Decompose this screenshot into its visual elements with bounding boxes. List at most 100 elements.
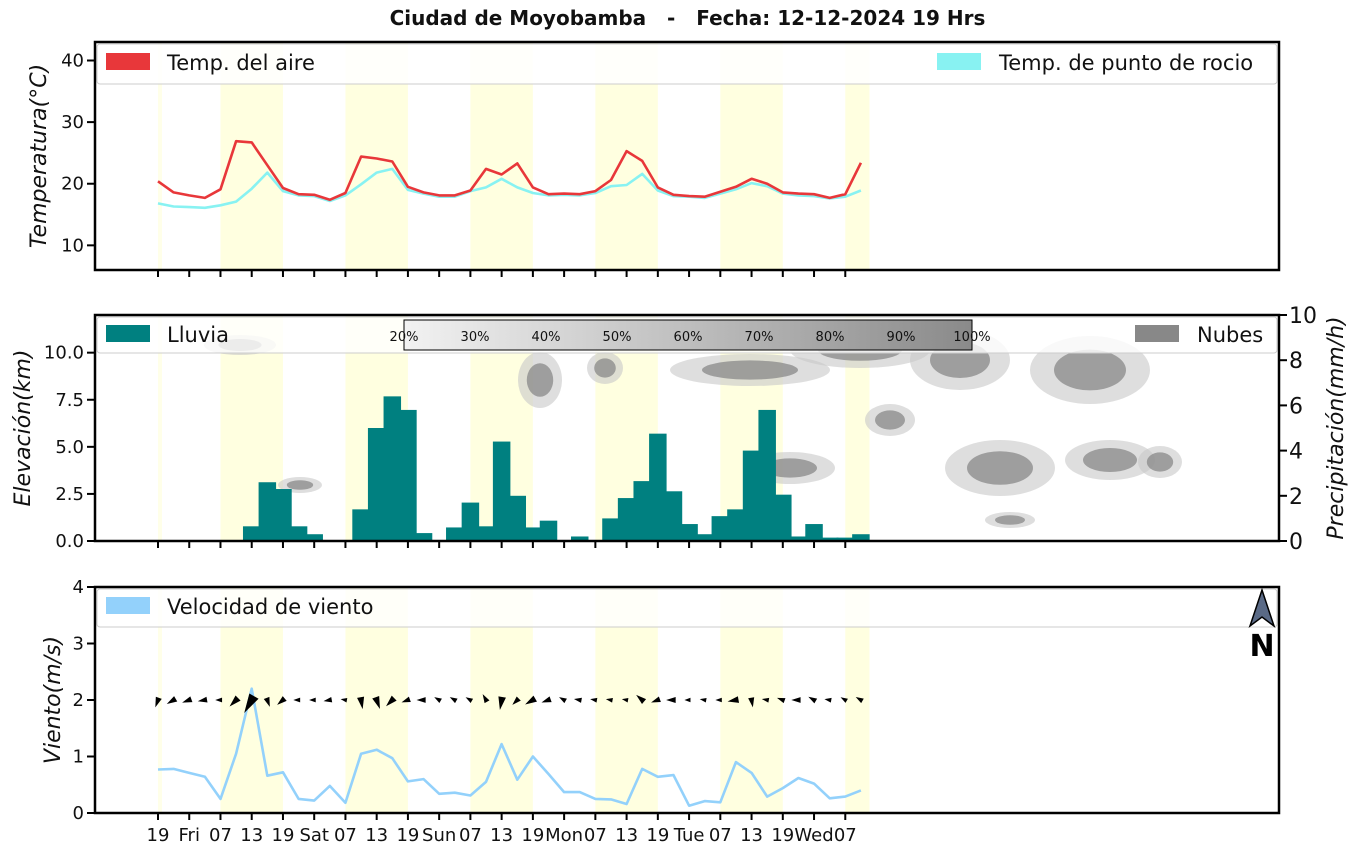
wind-direction-arrow — [340, 698, 348, 703]
rain-bar — [742, 450, 761, 541]
rain-bar — [789, 536, 808, 541]
rain-bar — [414, 533, 433, 541]
wind-direction-arrow — [263, 696, 270, 707]
cloud-scale-label: 40% — [532, 330, 561, 345]
y-tick-label: 30 — [61, 112, 84, 133]
rain-bar — [367, 428, 386, 541]
x-tick-label: 07 — [459, 825, 482, 846]
y-axis-label: Temperatura(°C) — [27, 64, 52, 248]
rain-bar — [805, 524, 823, 541]
rain-bar — [492, 441, 511, 541]
cloud-scale-label: 70% — [745, 330, 774, 345]
legend-box — [96, 43, 1278, 85]
rain-bar — [258, 482, 277, 541]
x-tick-label: 13 — [740, 825, 763, 846]
y-axis-label: Viento(m/s) — [41, 636, 66, 764]
legend-swatch-rain — [106, 325, 150, 342]
wind-direction-arrow — [840, 697, 848, 703]
wind-direction-arrow — [309, 697, 316, 703]
rain-bar — [602, 518, 620, 541]
x-tick-label: 07 — [584, 825, 607, 846]
y-tick-label: 3 — [73, 634, 84, 655]
x-tick-label: 13 — [365, 825, 388, 846]
rain-bar — [274, 489, 292, 541]
legend-swatch-dew — [937, 53, 981, 70]
legend-label-air: Temp. del aire — [166, 51, 315, 75]
rain-bar — [852, 534, 870, 541]
wind-direction-arrow — [155, 696, 162, 708]
legend-label-wind: Velocidad de viento — [167, 595, 373, 619]
y2-tick-label: 0 — [1289, 530, 1303, 555]
y-tick-label: 1 — [73, 747, 84, 768]
x-tick-label: 19 — [396, 825, 419, 846]
y-tick-label: 10 — [61, 235, 84, 256]
daytime-band — [158, 315, 162, 541]
rain-bar — [758, 409, 776, 541]
wind-direction-arrow — [465, 697, 474, 703]
wind-direction-arrow — [855, 697, 864, 704]
y-tick-label: 2 — [73, 690, 84, 711]
cloud-patch — [1054, 349, 1126, 391]
legend-box — [96, 588, 1278, 628]
x-tick-label: 13 — [240, 825, 263, 846]
rain-bar — [477, 526, 495, 541]
wind-direction-arrow — [293, 697, 301, 703]
y-tick-label: 5.0 — [55, 437, 84, 458]
wind-direction-arrow — [525, 695, 537, 705]
y-tick-label: 10.0 — [44, 343, 84, 364]
wind-direction-arrow — [323, 696, 333, 703]
rain-bar — [649, 433, 667, 541]
cloud-scale-label: 20% — [390, 330, 419, 345]
legend-swatch-wind — [106, 597, 150, 614]
panel-frame — [93, 40, 1281, 272]
cloud-patch — [995, 515, 1025, 525]
legend-swatch-clouds — [1135, 325, 1179, 342]
x-tick-label: Sat — [299, 825, 329, 846]
x-tick-label: Mon — [545, 825, 583, 846]
wind-direction-arrow — [357, 696, 365, 710]
x-tick-label: Sun — [422, 825, 456, 846]
wind-direction-arrow — [372, 696, 380, 710]
rain-bar — [524, 527, 542, 541]
rain-bar — [383, 396, 402, 541]
wind-direction-arrow — [651, 696, 661, 703]
y2-tick-label: 10 — [1289, 304, 1317, 329]
y-tick-label: 2.5 — [55, 484, 84, 505]
x-tick-label: 13 — [490, 825, 513, 846]
series-line-dew-point — [157, 167, 862, 210]
x-tick-label: 13 — [615, 825, 638, 846]
cloud-patch — [702, 360, 798, 380]
wind-direction-arrow — [824, 697, 832, 703]
wind-direction-arrow — [277, 696, 287, 705]
x-tick-label: Wed — [794, 825, 833, 846]
y-tick-label: 0.0 — [55, 531, 84, 552]
x-tick-label: 19 — [646, 825, 669, 846]
rain-bar — [539, 520, 558, 541]
cloud-scale-label: 60% — [674, 330, 703, 345]
wind-direction-arrow — [541, 696, 552, 703]
rain-bar — [664, 491, 683, 541]
cloud-patch — [286, 480, 314, 490]
wind-direction-arrow — [699, 697, 707, 703]
cloud-patch — [526, 363, 554, 397]
y-tick-label: 0 — [73, 803, 84, 824]
cloud-scale-label: 100% — [953, 330, 990, 345]
x-tick-label: 19 — [521, 825, 544, 846]
rain-bar — [508, 495, 527, 541]
y-axis-label: Elevación(km) — [11, 350, 36, 507]
cloud-scale-label: 50% — [603, 330, 632, 345]
wind-direction-arrow — [416, 697, 426, 703]
wind-direction-arrow — [197, 696, 208, 703]
rain-bar — [695, 534, 714, 541]
rain-bar — [446, 527, 464, 541]
panel-frame — [93, 313, 1281, 543]
legend-label-dew: Temp. de punto de rocio — [998, 51, 1253, 75]
panel-frame — [93, 585, 1281, 815]
north-arrow-icon — [1248, 587, 1276, 629]
cloud-scale-label: 30% — [461, 330, 490, 345]
cloud-scale-label: 80% — [816, 330, 845, 345]
cloud-scale-label: 90% — [887, 330, 916, 345]
wind-direction-arrow — [482, 694, 490, 704]
rain-bar — [289, 526, 308, 541]
